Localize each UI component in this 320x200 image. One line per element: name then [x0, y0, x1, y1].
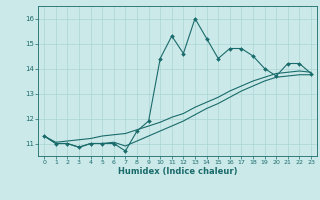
X-axis label: Humidex (Indice chaleur): Humidex (Indice chaleur) [118, 167, 237, 176]
